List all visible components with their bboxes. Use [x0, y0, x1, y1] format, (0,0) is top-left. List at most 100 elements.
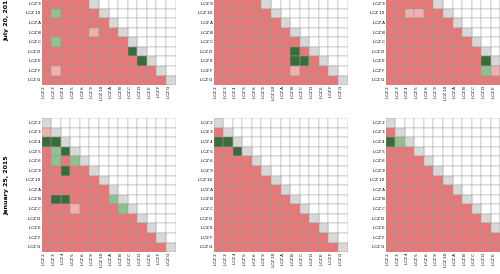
Bar	[309, 137, 319, 147]
Bar	[271, 0, 280, 8]
Bar	[386, 118, 395, 128]
Bar	[462, 28, 471, 37]
Bar	[137, 147, 147, 156]
Bar	[232, 156, 242, 166]
Text: LCZ A: LCZ A	[28, 188, 40, 192]
Bar	[214, 76, 223, 85]
Bar	[414, 37, 424, 47]
Bar	[300, 118, 309, 128]
Bar	[414, 185, 424, 195]
Bar	[166, 195, 175, 204]
Bar	[166, 156, 175, 166]
Text: LCZ 6: LCZ 6	[424, 86, 428, 98]
Text: LCZ 4: LCZ 4	[234, 86, 237, 98]
Bar	[118, 156, 128, 166]
Bar	[242, 28, 252, 37]
Bar	[242, 137, 252, 147]
Bar	[214, 118, 223, 128]
Bar	[232, 37, 242, 47]
Bar	[262, 195, 271, 204]
Bar	[414, 242, 424, 252]
Bar	[290, 137, 300, 147]
Bar	[108, 223, 118, 233]
Bar	[166, 242, 175, 252]
Bar	[42, 223, 51, 233]
Text: LCZ C: LCZ C	[472, 253, 476, 265]
Bar	[491, 166, 500, 176]
Bar	[280, 137, 290, 147]
Bar	[214, 0, 223, 8]
Bar	[242, 195, 252, 204]
Bar	[404, 242, 414, 252]
Bar	[386, 204, 395, 214]
Text: LCZ 10: LCZ 10	[26, 12, 40, 15]
Bar	[280, 185, 290, 195]
Bar	[51, 176, 60, 185]
Text: January 25, 2015: January 25, 2015	[4, 155, 9, 215]
Bar	[328, 204, 338, 214]
Bar	[156, 137, 166, 147]
Bar	[137, 185, 147, 195]
Text: LCZ D: LCZ D	[482, 86, 486, 98]
Bar	[128, 56, 137, 66]
Bar	[242, 176, 252, 185]
Bar	[214, 66, 223, 76]
Bar	[90, 47, 99, 56]
Text: LCZ G: LCZ G	[28, 78, 40, 82]
Bar	[108, 242, 118, 252]
Text: LCZ F: LCZ F	[373, 69, 384, 73]
Bar	[462, 56, 471, 66]
Bar	[252, 242, 262, 252]
Bar	[434, 214, 443, 223]
Bar	[452, 195, 462, 204]
Bar	[300, 0, 309, 8]
Bar	[214, 137, 223, 147]
Bar	[481, 0, 491, 8]
Text: LCZ D: LCZ D	[372, 216, 384, 221]
Bar	[443, 8, 452, 18]
Text: LCZ F: LCZ F	[329, 86, 333, 98]
Bar	[338, 0, 347, 8]
Bar	[156, 147, 166, 156]
Bar	[290, 28, 300, 37]
Bar	[481, 223, 491, 233]
Bar	[51, 166, 60, 176]
Bar	[118, 47, 128, 56]
Bar	[404, 166, 414, 176]
Bar	[252, 204, 262, 214]
Bar	[319, 47, 328, 56]
Text: LCZ G: LCZ G	[28, 245, 40, 249]
Bar	[70, 47, 80, 56]
Bar	[386, 128, 395, 137]
Bar	[137, 28, 147, 37]
Bar	[262, 147, 271, 156]
Text: LCZ 9: LCZ 9	[201, 2, 212, 6]
Bar	[424, 76, 434, 85]
Bar	[481, 204, 491, 214]
Bar	[99, 242, 108, 252]
Bar	[156, 195, 166, 204]
Text: LCZ F: LCZ F	[157, 253, 161, 264]
Bar	[300, 37, 309, 47]
Bar	[472, 76, 481, 85]
Bar	[223, 28, 232, 37]
Bar	[338, 147, 347, 156]
Bar	[156, 8, 166, 18]
Text: LCZ D: LCZ D	[200, 50, 212, 54]
Bar	[80, 137, 90, 147]
Bar	[60, 76, 70, 85]
Bar	[300, 76, 309, 85]
Text: LCZ C: LCZ C	[200, 40, 212, 44]
Bar	[434, 223, 443, 233]
Bar	[118, 147, 128, 156]
Bar	[51, 37, 60, 47]
Bar	[309, 223, 319, 233]
Bar	[309, 156, 319, 166]
Bar	[232, 47, 242, 56]
Bar	[147, 214, 156, 223]
Bar	[42, 214, 51, 223]
Bar	[90, 37, 99, 47]
Bar	[404, 47, 414, 56]
Bar	[472, 0, 481, 8]
Bar	[328, 37, 338, 47]
